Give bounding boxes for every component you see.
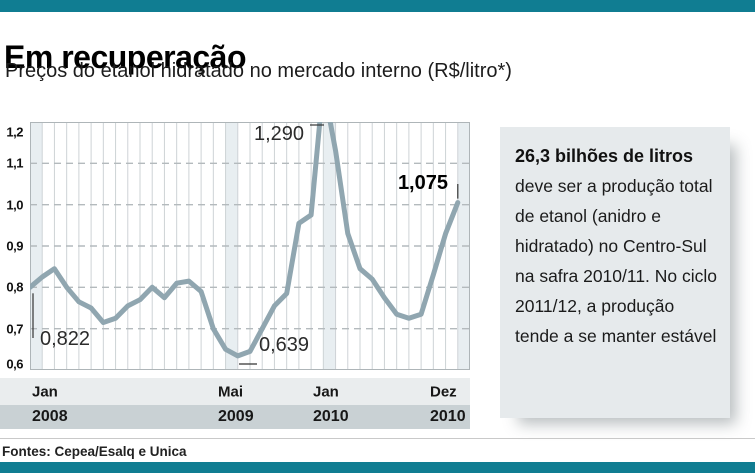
top-accent-bar: [0, 0, 755, 12]
page-subtitle: Preços do etanol hidratado no mercado in…: [5, 60, 512, 82]
chart-sources: Fontes: Cepea/Esalq e Unica: [2, 444, 187, 459]
x-axis-month-label: Jan: [313, 383, 339, 400]
x-axis-month-band: Jan Mai Jan Dez: [0, 378, 470, 405]
sidebar-headline: 26,3 bilhões de litros: [515, 146, 694, 166]
x-axis-year-label: 2010: [430, 408, 466, 425]
y-axis-label: 0,9: [6, 238, 23, 254]
y-axis-label: 1,2: [6, 124, 23, 140]
annotation-first-value: 0,822: [40, 328, 91, 350]
y-axis: 1,2 1,1 1,0 0,9 0,8 0,7 0,6: [0, 122, 26, 372]
annotation-max-value: 1,290: [254, 123, 305, 145]
x-axis-year-band: 2008 2009 2010 2010: [0, 405, 470, 429]
annotation-min-value: 0,639: [259, 334, 310, 356]
footer-divider: [0, 438, 755, 439]
line-chart: 0,822 0,639 1,290 1,075: [30, 122, 470, 370]
x-axis-month-label: Jan: [32, 383, 58, 400]
annotation-last-value: 1,075: [397, 172, 448, 194]
y-axis-label: 0,6: [6, 356, 23, 372]
sidebar-callout: 26,3 bilhões de litros deve ser a produç…: [500, 127, 730, 418]
x-axis-month-label: Mai: [218, 383, 244, 400]
x-axis-year-label: 2010: [313, 408, 349, 425]
y-axis-label: 1,1: [6, 155, 23, 171]
y-axis-label: 0,7: [6, 321, 23, 337]
y-axis-label: 0,8: [6, 279, 23, 295]
y-axis-label: 1,0: [6, 197, 23, 213]
x-axis-year-label: 2009: [218, 408, 254, 425]
x-axis-month-label: Dez: [430, 383, 457, 400]
page-title: Em recuperação: [4, 39, 247, 76]
x-axis-year-label: 2008: [32, 408, 68, 425]
chart-plot: [30, 122, 470, 370]
bottom-accent-bar: [0, 462, 755, 473]
sidebar-body: deve ser a produção total de etanol (ani…: [515, 176, 718, 346]
